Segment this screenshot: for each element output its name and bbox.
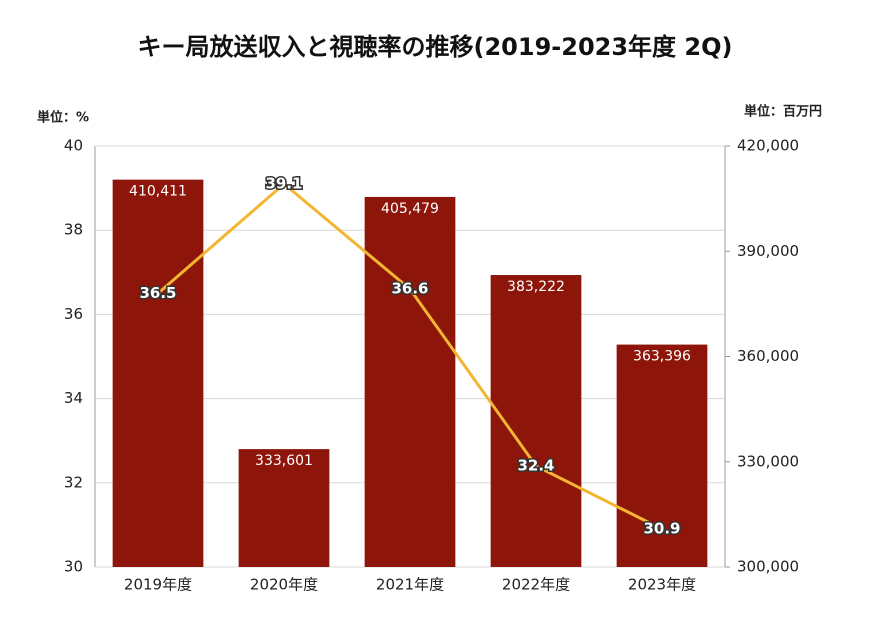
point-label: 36.5 [139, 284, 176, 302]
y-unit-label: 単位：% [37, 110, 89, 126]
chart-title: キー局放送収入と視聴率の推移(2019-2023年度 2Q) [138, 33, 733, 61]
y2-unit-label: 単位：百万円 [744, 104, 822, 120]
y2-tick-label: 300,000 [737, 558, 799, 576]
y2-tick-label: 390,000 [737, 242, 799, 260]
bar-label: 405,479 [381, 201, 439, 217]
point-label: 32.4 [517, 456, 554, 474]
y2-tick-label: 360,000 [737, 347, 799, 365]
x-tick-label: 2023年度 [628, 576, 696, 594]
y-tick-label: 30 [64, 558, 83, 576]
bar-label: 363,396 [633, 349, 691, 365]
y-tick-label: 32 [64, 473, 83, 491]
point-label: 36.6 [391, 280, 428, 298]
y2-tick-label: 330,000 [737, 452, 799, 470]
y-tick-label: 40 [64, 137, 83, 155]
x-tick-label: 2022年度 [502, 576, 570, 594]
y-tick-label: 38 [64, 221, 83, 239]
bar [616, 344, 708, 567]
bar-label: 383,222 [507, 279, 565, 295]
x-tick-label: 2020年度 [250, 576, 318, 594]
x-tick-label: 2019年度 [124, 576, 192, 594]
bar [238, 449, 330, 567]
point-label: 30.9 [643, 520, 680, 538]
x-tick-label: 2021年度 [376, 576, 444, 594]
y-tick-label: 36 [64, 305, 83, 323]
y2-tick-label: 420,000 [737, 137, 799, 155]
bar-label: 333,601 [255, 453, 313, 469]
line [157, 181, 663, 531]
bar [112, 179, 204, 567]
bar [364, 196, 456, 567]
bar-label: 410,411 [129, 184, 187, 200]
point-label: 39.1 [265, 174, 302, 192]
y-tick-label: 34 [64, 389, 83, 407]
